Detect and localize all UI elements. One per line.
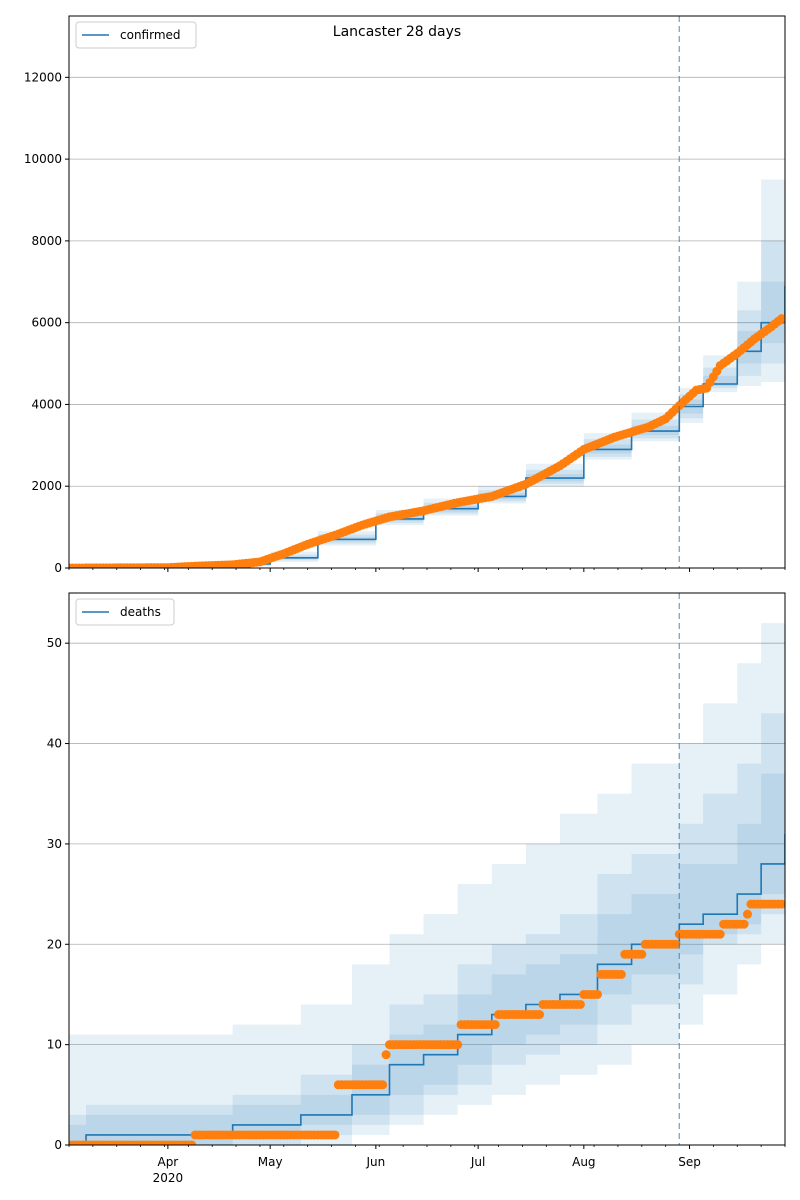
x-tick-sublabel: 2020 [153, 1171, 184, 1185]
observed-point [715, 929, 725, 939]
legend: confirmed [75, 21, 197, 49]
band-middle [69, 118, 785, 568]
legend-label: confirmed [120, 28, 181, 42]
y-tick-label: 50 [47, 636, 62, 650]
observed-point [187, 1140, 197, 1145]
x-tick-label: Jun [365, 1155, 385, 1169]
observed-point [739, 919, 749, 929]
model-line [69, 285, 785, 568]
band-middle [69, 713, 785, 1145]
x-tick-label: Aug [572, 1155, 595, 1169]
observed-point [742, 909, 752, 919]
y-tick-label: 0 [54, 1138, 62, 1152]
legend-box [75, 21, 197, 49]
legend: deaths [75, 598, 175, 626]
y-tick-label: 10000 [24, 152, 62, 166]
y-tick-label: 40 [47, 737, 62, 751]
y-tick-label: 10 [47, 1038, 62, 1052]
band-outer [69, 603, 785, 1145]
legend-label: deaths [120, 605, 161, 619]
observed-point [453, 1040, 463, 1050]
observed-point [490, 1020, 500, 1030]
y-tick-label: 8000 [31, 234, 62, 248]
y-tick-label: 30 [47, 837, 62, 851]
band-outer [69, 16, 785, 568]
x-tick-label: Sep [678, 1155, 701, 1169]
axes-frame [68, 15, 786, 569]
y-tick-label: 20 [47, 937, 62, 951]
y-tick-label: 12000 [24, 70, 62, 84]
observed-point [616, 969, 626, 979]
observed-point [777, 314, 785, 324]
observed-point [381, 1050, 391, 1060]
y-tick-label: 6000 [31, 316, 62, 330]
observed-point [378, 1080, 388, 1090]
panel-deaths: 0 10 20 30 40 50 Apr 2020 May Jun Jul Aug Sep deaths [47, 592, 786, 1185]
y-tick-label: 4000 [31, 397, 62, 411]
x-tick-label: May [258, 1155, 283, 1169]
chart-title: Lancaster 28 days [333, 24, 461, 40]
observed-point [671, 939, 681, 949]
plot-area [69, 603, 785, 1145]
observed-point [777, 899, 785, 909]
observed-point [575, 999, 585, 1009]
x-tick-label: Jul [470, 1155, 485, 1169]
panel-confirmed: 0 2000 4000 6000 8000 10000 12000 confirmed [24, 15, 786, 575]
observed-point [637, 949, 647, 959]
band-inner [69, 773, 785, 1145]
x-tick-label: Apr [157, 1155, 178, 1169]
legend-box [75, 598, 175, 626]
observed-point [535, 1010, 545, 1020]
plot-area [69, 16, 785, 568]
observed-point [592, 989, 602, 999]
y-tick-label: 2000 [31, 479, 62, 493]
observed-point [330, 1130, 340, 1140]
y-tick-label: 0 [54, 561, 62, 575]
